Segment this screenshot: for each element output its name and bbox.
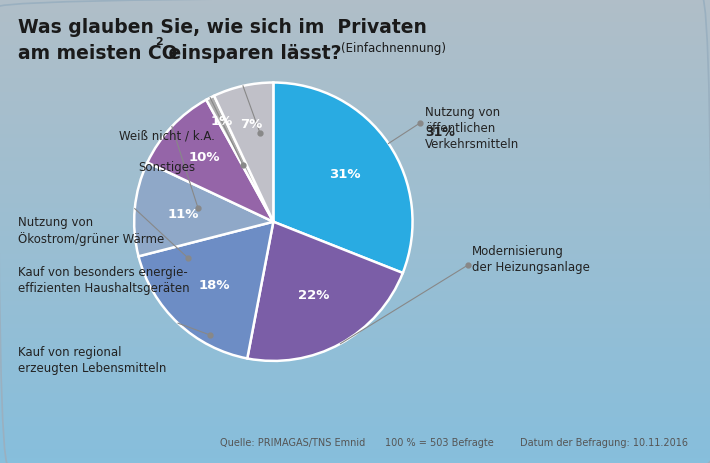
Wedge shape — [273, 83, 413, 273]
Text: Kauf von regional
erzeugten Lebensmitteln: Kauf von regional erzeugten Lebensmittel… — [18, 345, 166, 374]
Text: 31%: 31% — [425, 126, 455, 139]
Text: Datum der Befragung: 10.11.2016: Datum der Befragung: 10.11.2016 — [520, 437, 688, 447]
Text: Nutzung von
Ökostrom/grüner Wärme: Nutzung von Ökostrom/grüner Wärme — [18, 216, 164, 246]
Wedge shape — [134, 163, 273, 257]
Text: 2: 2 — [155, 37, 163, 47]
Text: (Einfachnennung): (Einfachnennung) — [341, 42, 446, 55]
Text: Weiß nicht / k.A.: Weiß nicht / k.A. — [119, 129, 215, 142]
Text: Was glauben Sie, wie sich im  Privaten: Was glauben Sie, wie sich im Privaten — [18, 18, 427, 37]
Text: 18%: 18% — [199, 279, 230, 292]
Text: am meisten CO: am meisten CO — [18, 44, 178, 63]
Text: einsparen lässt?: einsparen lässt? — [162, 44, 342, 63]
Text: 10%: 10% — [189, 151, 220, 164]
Wedge shape — [138, 222, 273, 359]
Wedge shape — [207, 97, 273, 222]
Text: Sonstiges: Sonstiges — [138, 161, 195, 174]
Text: Modernisierung
der Heizungsanlage: Modernisierung der Heizungsanlage — [472, 244, 590, 273]
Text: 1%: 1% — [210, 114, 233, 127]
Text: 11%: 11% — [168, 207, 199, 220]
Text: 22%: 22% — [298, 289, 329, 302]
Text: 100 % = 503 Befragte: 100 % = 503 Befragte — [385, 437, 493, 447]
Text: Quelle: PRIMAGAS/TNS Emnid: Quelle: PRIMAGAS/TNS Emnid — [220, 437, 365, 447]
Wedge shape — [214, 83, 273, 222]
Text: 31%: 31% — [329, 167, 361, 180]
Wedge shape — [247, 222, 403, 361]
Text: 7%: 7% — [241, 118, 263, 131]
Wedge shape — [148, 100, 273, 222]
Text: Nutzung von
öffentlichen
Verkehrsmitteln: Nutzung von öffentlichen Verkehrsmitteln — [425, 106, 519, 150]
Text: Kauf von besonders energie-
effizienten Haushaltsgeräten: Kauf von besonders energie- effizienten … — [18, 265, 190, 294]
